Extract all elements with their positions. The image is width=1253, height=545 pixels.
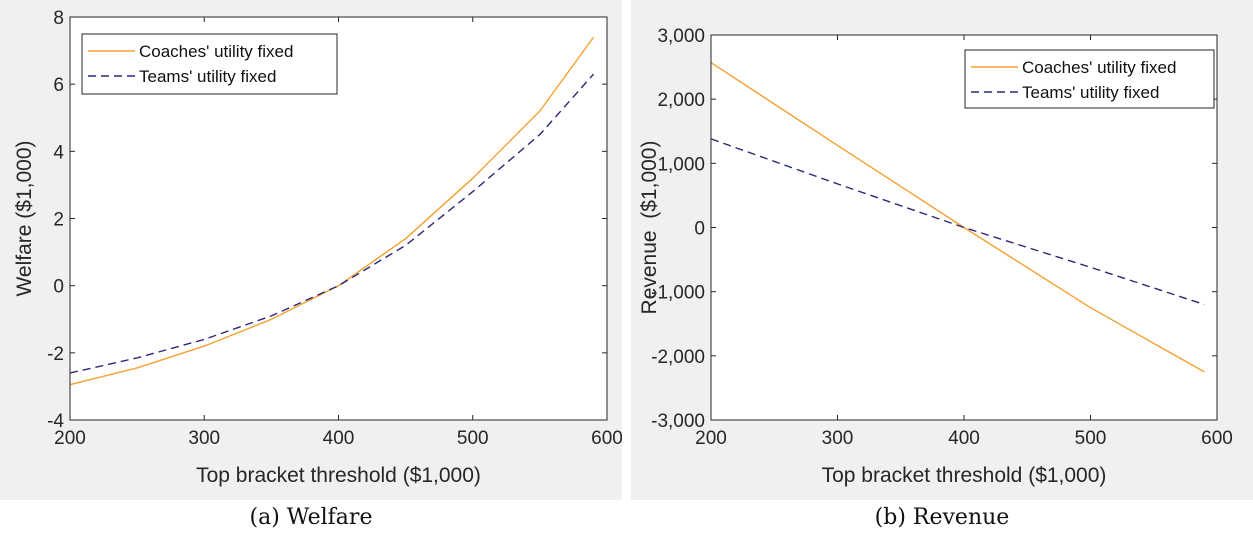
caption-welfare: (a) Welfare — [249, 505, 373, 530]
x-tick-label: 400 — [948, 428, 980, 449]
legend-label-teams: Teams' utility fixed — [1022, 83, 1159, 102]
series-line-teams — [69, 73, 595, 374]
revenue-chart: 200 300 400 500 600 -3,000 -2,000 -1,000 0 1,000 2… — [631, 0, 1253, 500]
x-tick-label: 200 — [695, 428, 727, 449]
x-tick-label: 500 — [457, 428, 489, 449]
y-tick-label: -4 — [47, 411, 64, 432]
legend-label-teams: Teams' utility fixed — [139, 67, 276, 86]
y-tick-label: -3,000 — [651, 411, 705, 432]
y-tick-label: 4 — [53, 142, 64, 163]
series-line-coaches — [710, 62, 1205, 373]
x-tick-label: 400 — [323, 428, 355, 449]
legend-label-coaches: Coaches' utility fixed — [139, 42, 293, 61]
y-tick-label: 0 — [53, 277, 64, 298]
welfare-chart: 200 300 400 500 600 -4 -2 0 2 4 6 8 Top bracket thre… — [0, 0, 623, 500]
y-tick-label: 3,000 — [657, 26, 705, 47]
x-axis-label: Top bracket threshold ($1,000) — [196, 464, 481, 487]
x-tick-label: 600 — [591, 428, 622, 449]
y-tick-label: 8 — [53, 8, 64, 29]
x-tick-label: 500 — [1075, 428, 1107, 449]
x-tick-label: 600 — [1201, 428, 1233, 449]
legend-box — [964, 49, 1215, 109]
y-tick-label: -2 — [47, 344, 64, 365]
x-tick-label: 300 — [188, 428, 220, 449]
y-tick-label: -1,000 — [651, 283, 705, 304]
y-axis-label: Welfare ($1,000) — [13, 140, 36, 296]
revenue-chart-panel: 200 300 400 500 600 -3,000 -2,000 -1,000 0 1,000 2… — [631, 0, 1253, 500]
x-tick-label: 300 — [822, 428, 854, 449]
legend-label-coaches: Coaches' utility fixed — [1022, 58, 1176, 77]
y-tick-label: -2,000 — [651, 347, 705, 368]
y-tick-label: 2,000 — [657, 90, 705, 111]
y-tick-label: 0 — [694, 219, 705, 240]
y-axis-label: Revenue ($1,000) — [638, 141, 661, 315]
x-tick-label: 200 — [54, 428, 86, 449]
x-axis-label: Top bracket threshold ($1,000) — [822, 464, 1107, 487]
y-tick-label: 2 — [53, 210, 64, 231]
legend-box — [81, 33, 338, 95]
caption-revenue: (b) Revenue — [874, 505, 1010, 530]
series-line-coaches — [69, 36, 595, 386]
y-tick-label: 1,000 — [657, 154, 705, 175]
welfare-chart-panel: 200 300 400 500 600 -4 -2 0 2 4 6 8 Top bracket thre… — [0, 0, 623, 500]
y-tick-label: 6 — [53, 75, 64, 96]
